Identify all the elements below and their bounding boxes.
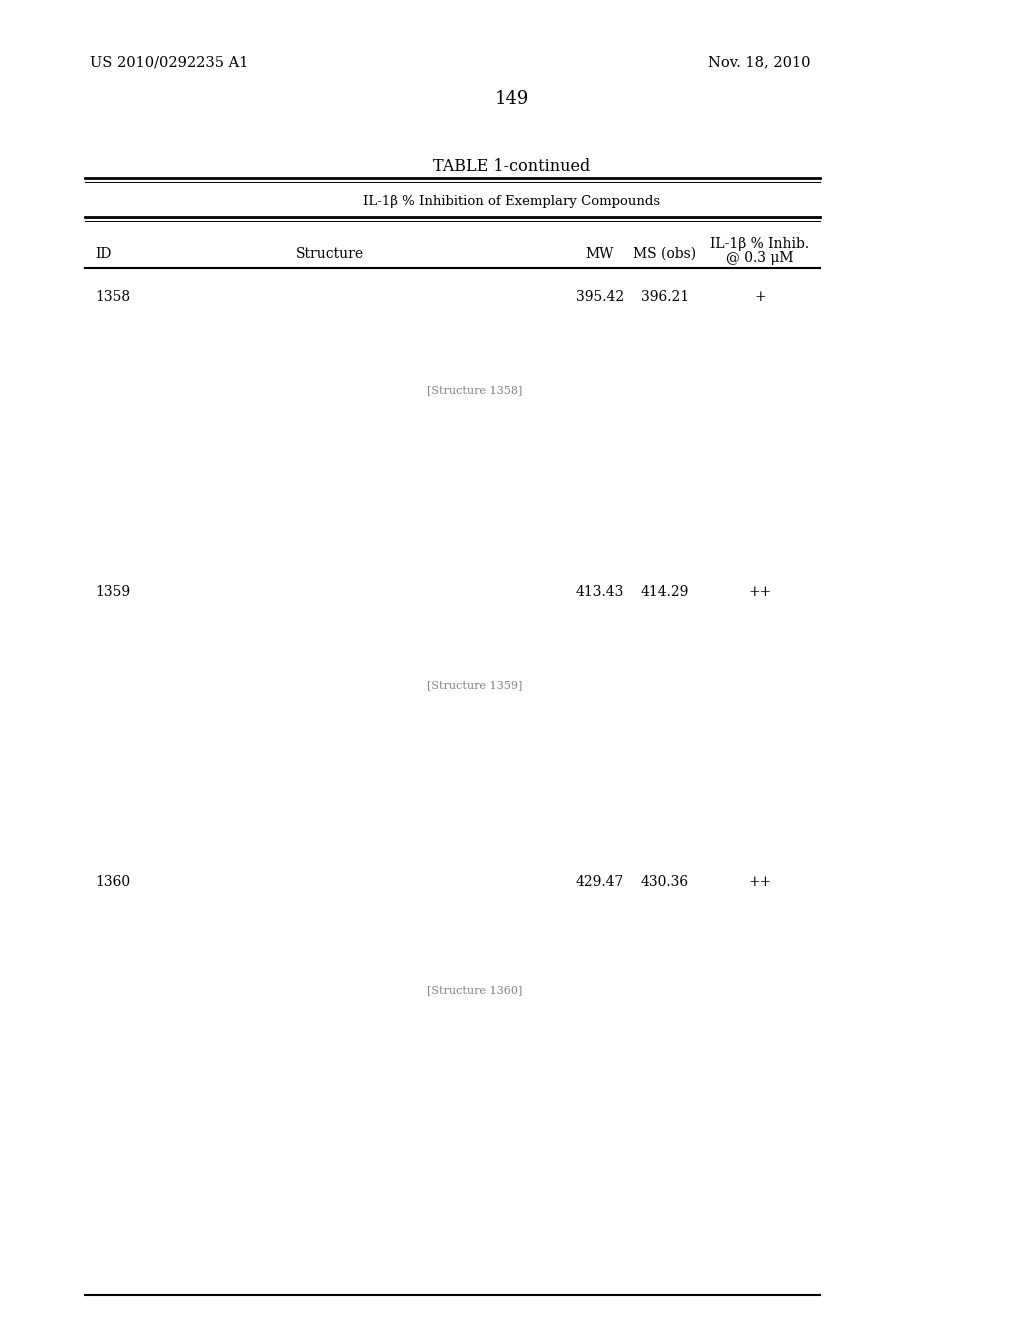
Text: +: + — [755, 290, 766, 304]
Text: [Structure 1358]: [Structure 1358] — [427, 385, 522, 395]
Text: ++: ++ — [749, 875, 772, 888]
Text: MW: MW — [586, 247, 614, 261]
Text: 1360: 1360 — [95, 875, 130, 888]
Text: [Structure 1360]: [Structure 1360] — [427, 985, 522, 995]
Text: 1358: 1358 — [95, 290, 130, 304]
Text: US 2010/0292235 A1: US 2010/0292235 A1 — [90, 55, 249, 69]
Text: ID: ID — [95, 247, 112, 261]
Text: [Structure 1359]: [Structure 1359] — [427, 680, 522, 690]
Text: IL-1β % Inhib.: IL-1β % Inhib. — [711, 238, 810, 251]
Text: @ 0.3 μM: @ 0.3 μM — [726, 251, 794, 265]
Text: 413.43: 413.43 — [575, 585, 625, 599]
Text: Nov. 18, 2010: Nov. 18, 2010 — [708, 55, 810, 69]
Text: MS (obs): MS (obs) — [634, 247, 696, 261]
Text: 395.42: 395.42 — [575, 290, 624, 304]
Text: Structure: Structure — [296, 247, 365, 261]
Text: IL-1β % Inhibition of Exemplary Compounds: IL-1β % Inhibition of Exemplary Compound… — [364, 195, 660, 209]
Text: ++: ++ — [749, 585, 772, 599]
Text: TABLE 1-continued: TABLE 1-continued — [433, 158, 591, 176]
Text: 430.36: 430.36 — [641, 875, 689, 888]
Text: 429.47: 429.47 — [575, 875, 625, 888]
Text: 149: 149 — [495, 90, 529, 108]
Text: 414.29: 414.29 — [641, 585, 689, 599]
Text: 396.21: 396.21 — [641, 290, 689, 304]
Text: 1359: 1359 — [95, 585, 130, 599]
